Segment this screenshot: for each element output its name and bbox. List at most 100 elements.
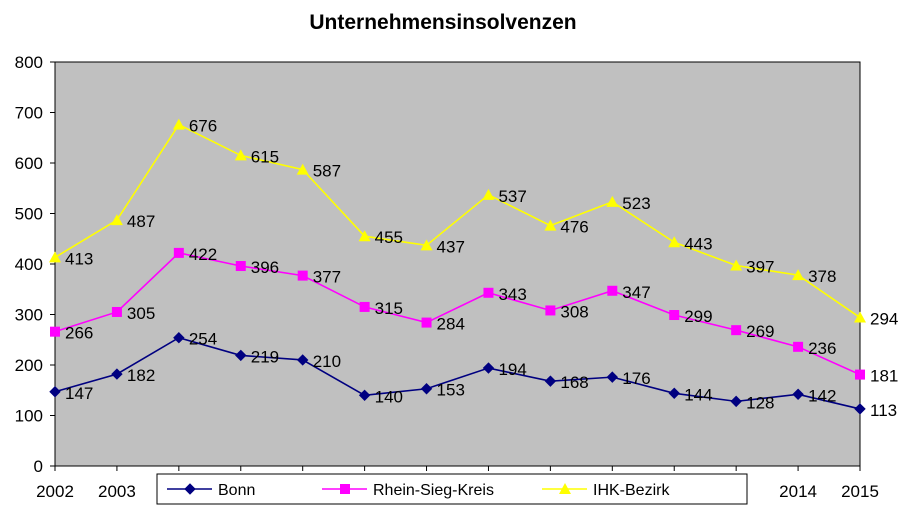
legend-label: Bonn bbox=[218, 482, 255, 499]
data-label-bonn: 147 bbox=[65, 384, 93, 403]
data-label-rhein-sieg-kreis: 284 bbox=[437, 315, 465, 334]
data-point-rhein-sieg-kreis bbox=[111, 306, 122, 317]
data-point-rhein-sieg-kreis bbox=[421, 317, 432, 328]
data-point-rhein-sieg-kreis bbox=[50, 326, 60, 337]
series-lines bbox=[54, 123, 861, 410]
data-point-ihk-bezirk bbox=[49, 251, 61, 263]
data-point-rhein-sieg-kreis bbox=[359, 301, 370, 312]
data-point-bonn bbox=[420, 383, 433, 395]
data-label-rhein-sieg-kreis: 236 bbox=[808, 339, 836, 358]
data-point-ihk-bezirk bbox=[420, 239, 433, 251]
data-point-bonn bbox=[358, 389, 371, 402]
data-point-ihk-bezirk bbox=[854, 311, 866, 323]
x-tick-label: 2015 bbox=[841, 482, 879, 501]
data-label-rhein-sieg-kreis: 266 bbox=[65, 324, 93, 343]
data-point-bonn bbox=[111, 368, 123, 380]
data-label-ihk-bezirk: 378 bbox=[808, 267, 836, 286]
x-tick-label: 2002 bbox=[36, 482, 74, 501]
data-label-bonn: 194 bbox=[498, 360, 526, 379]
data-point-ihk-bezirk bbox=[730, 259, 743, 271]
data-label-ihk-bezirk: 437 bbox=[437, 237, 465, 256]
legend: Bonn Rhein-Sieg-Kreis IHK-Bezirk bbox=[156, 473, 748, 505]
data-label-ihk-bezirk: 294 bbox=[870, 310, 898, 329]
data-point-ihk-bezirk bbox=[110, 214, 123, 226]
data-labels: 147 182 254 219 210 140 153 194 168 176 144 128 142 1… bbox=[65, 117, 898, 420]
data-point-rhein-sieg-kreis bbox=[607, 285, 618, 296]
legend-box bbox=[156, 473, 748, 505]
data-point-ihk-bezirk bbox=[172, 118, 185, 130]
axes: 0100200300400500600700800200220033201420… bbox=[15, 53, 879, 501]
data-point-bonn bbox=[235, 349, 247, 362]
legend-marker-2 bbox=[559, 483, 571, 494]
data-label-ihk-bezirk: 615 bbox=[251, 147, 279, 166]
series-line-rhein-sieg-kreis bbox=[54, 252, 861, 376]
data-point-rhein-sieg-kreis bbox=[235, 261, 246, 272]
data-point-bonn bbox=[296, 354, 309, 366]
data-point-ihk-bezirk bbox=[792, 269, 805, 281]
y-tick-label: 800 bbox=[15, 53, 43, 72]
data-label-rhein-sieg-kreis: 315 bbox=[375, 299, 403, 318]
data-label-rhein-sieg-kreis: 343 bbox=[498, 285, 526, 304]
legend-marker-1 bbox=[340, 484, 350, 494]
data-label-ihk-bezirk: 397 bbox=[746, 258, 774, 277]
x-tick-label: 2003 bbox=[98, 482, 136, 501]
series-line-ihk-bezirk bbox=[54, 123, 861, 319]
data-point-ihk-bezirk bbox=[482, 188, 495, 200]
data-label-bonn: 254 bbox=[189, 330, 217, 349]
y-tick-label: 200 bbox=[15, 356, 43, 375]
chart-title: Unternehmensinsolvenzen bbox=[309, 11, 576, 34]
data-point-rhein-sieg-kreis bbox=[173, 247, 184, 258]
series-markers bbox=[49, 118, 866, 415]
data-point-bonn bbox=[544, 375, 557, 387]
data-label-bonn: 128 bbox=[746, 393, 774, 412]
data-point-rhein-sieg-kreis bbox=[731, 325, 742, 336]
data-label-ihk-bezirk: 676 bbox=[189, 117, 217, 136]
data-point-bonn bbox=[854, 403, 866, 415]
data-label-ihk-bezirk: 487 bbox=[127, 212, 155, 231]
data-label-bonn: 168 bbox=[560, 373, 588, 392]
data-label-ihk-bezirk: 537 bbox=[498, 187, 526, 206]
plot-background bbox=[54, 61, 861, 467]
data-point-bonn bbox=[173, 332, 185, 344]
data-label-bonn: 219 bbox=[251, 347, 279, 366]
data-point-bonn bbox=[668, 387, 680, 399]
data-label-bonn: 113 bbox=[870, 401, 897, 420]
data-label-ihk-bezirk: 413 bbox=[65, 249, 93, 268]
data-label-rhein-sieg-kreis: 181 bbox=[870, 367, 898, 386]
data-point-ihk-bezirk bbox=[234, 149, 247, 161]
data-point-bonn bbox=[49, 386, 61, 398]
series-line-bonn bbox=[54, 336, 861, 410]
y-tick-label: 700 bbox=[15, 104, 43, 123]
data-label-rhein-sieg-kreis: 422 bbox=[189, 245, 217, 264]
data-point-rhein-sieg-kreis bbox=[669, 310, 680, 321]
data-label-rhein-sieg-kreis: 308 bbox=[560, 302, 588, 321]
plot-area bbox=[54, 61, 861, 467]
data-label-rhein-sieg-kreis: 299 bbox=[684, 307, 712, 326]
data-label-ihk-bezirk: 443 bbox=[684, 234, 712, 253]
y-tick-label: 100 bbox=[15, 407, 43, 426]
data-label-rhein-sieg-kreis: 305 bbox=[127, 304, 155, 323]
x-tick-label: 2014 bbox=[779, 482, 817, 501]
data-label-bonn: 140 bbox=[375, 387, 403, 406]
legend-label: IHK-Bezirk bbox=[593, 482, 670, 499]
legend-label: Rhein-Sieg-Kreis bbox=[373, 482, 494, 499]
y-tick-label: 0 bbox=[34, 457, 43, 476]
y-tick-label: 300 bbox=[15, 306, 43, 325]
data-point-ihk-bezirk bbox=[296, 163, 309, 175]
data-label-bonn: 210 bbox=[313, 352, 341, 371]
data-label-ihk-bezirk: 455 bbox=[375, 228, 403, 247]
data-point-bonn bbox=[730, 395, 742, 408]
y-tick-label: 500 bbox=[15, 205, 43, 224]
data-point-ihk-bezirk bbox=[544, 219, 557, 231]
data-label-rhein-sieg-kreis: 347 bbox=[622, 283, 650, 302]
data-label-rhein-sieg-kreis: 377 bbox=[313, 268, 341, 287]
y-tick-label: 600 bbox=[15, 154, 43, 173]
data-point-bonn bbox=[482, 362, 495, 374]
data-label-rhein-sieg-kreis: 269 bbox=[746, 322, 774, 341]
y-tick-label: 400 bbox=[15, 255, 43, 274]
data-point-rhein-sieg-kreis bbox=[483, 287, 494, 298]
data-point-rhein-sieg-kreis bbox=[545, 305, 556, 316]
data-label-bonn: 153 bbox=[437, 381, 465, 400]
data-point-rhein-sieg-kreis bbox=[855, 369, 865, 380]
